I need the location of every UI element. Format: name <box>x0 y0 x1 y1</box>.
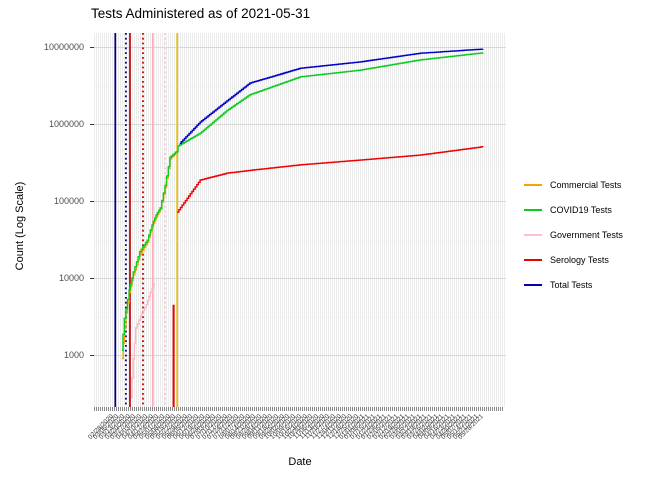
y-tick-mark <box>90 124 94 125</box>
y-tick-mark <box>90 47 94 48</box>
y-tick-label: 1000 <box>63 350 84 360</box>
gridline-minor <box>94 162 506 164</box>
legend-label: Total Tests <box>550 280 593 290</box>
legend-item-commercial: Commercial Tests <box>524 178 623 192</box>
legend-swatch-covid19 <box>524 209 542 211</box>
legend-label: Serology Tests <box>550 255 609 265</box>
legend-swatch-total <box>524 284 542 286</box>
legend-item-covid19: COVID19 Tests <box>524 203 623 217</box>
gridline-major <box>94 278 506 279</box>
series-line-total <box>179 48 484 145</box>
x-tick-marks <box>94 407 503 411</box>
legend-item-serology: Serology Tests <box>524 253 623 267</box>
legend-label: COVID19 Tests <box>550 205 612 215</box>
y-tick-mark <box>90 201 94 202</box>
legend: Commercial Tests COVID19 Tests Government … <box>524 178 623 303</box>
plot-panel <box>94 33 506 407</box>
gridline-minor <box>94 316 506 318</box>
legend-swatch-commercial <box>524 184 542 186</box>
y-tick-label: 10000 <box>58 273 84 283</box>
gridline-minor <box>94 239 506 241</box>
legend-label: Government Tests <box>550 230 623 240</box>
chart-canvas <box>114 33 484 407</box>
legend-swatch-government <box>524 234 542 236</box>
legend-swatch-serology <box>524 259 542 261</box>
y-tick-label: 10000000 <box>43 42 84 52</box>
series-line-government <box>130 283 156 399</box>
gridline-major <box>94 201 506 202</box>
legend-item-total: Total Tests <box>524 278 623 292</box>
y-tick-label: 100000 <box>53 196 84 206</box>
gridline-minor <box>94 85 506 87</box>
y-tick-mark <box>90 355 94 356</box>
y-tick-mark <box>90 278 94 279</box>
gridline-major <box>94 124 506 125</box>
chart-title: Tests Administered as of 2021-05-31 <box>91 6 311 21</box>
gridline-major <box>94 47 506 48</box>
x-axis-title: Date <box>288 456 312 468</box>
legend-label: Commercial Tests <box>550 180 622 190</box>
series-line-covid19 <box>121 52 484 351</box>
y-tick-label: 1000000 <box>48 119 84 129</box>
gridline-major <box>94 355 506 356</box>
legend-item-government: Government Tests <box>524 228 623 242</box>
series-line-serology <box>177 146 484 213</box>
